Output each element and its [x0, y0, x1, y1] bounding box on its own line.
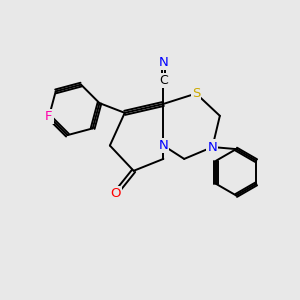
Text: N: N: [158, 139, 168, 152]
Text: F: F: [45, 110, 53, 123]
Text: N: N: [208, 140, 217, 154]
Text: S: S: [192, 87, 200, 100]
Text: C: C: [159, 74, 168, 87]
Text: N: N: [158, 56, 168, 69]
Text: O: O: [111, 187, 121, 200]
